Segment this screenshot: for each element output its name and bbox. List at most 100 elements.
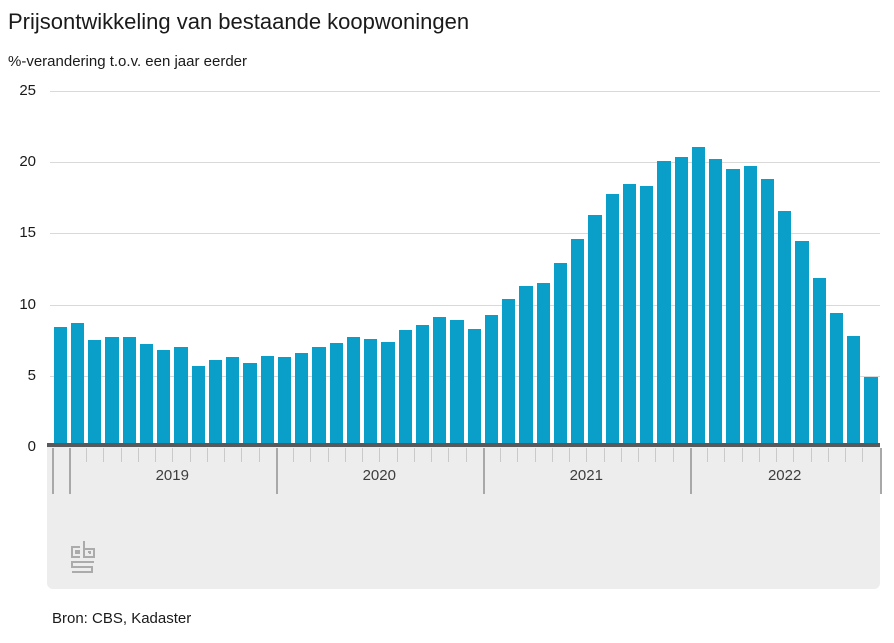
month-tick <box>586 448 588 462</box>
bar-okt-2019 <box>226 357 240 447</box>
bar-nov-2022 <box>864 377 878 447</box>
month-tick <box>379 448 381 462</box>
month-tick <box>776 448 777 462</box>
bar-apr-2021 <box>536 283 550 447</box>
month-tick <box>241 448 243 462</box>
gridline-10 <box>50 304 880 306</box>
bar-apr-2019 <box>122 337 136 447</box>
year-label-2022: 2022 <box>767 467 802 484</box>
month-tick <box>724 448 726 462</box>
bar-mrt-2019 <box>105 337 119 447</box>
month-tick <box>155 448 156 462</box>
bar-dec-2019 <box>260 355 274 447</box>
bar-jan-2020 <box>277 357 292 447</box>
month-tick <box>500 448 501 462</box>
month-tick <box>707 448 708 462</box>
bar-jan-2019 <box>70 323 85 447</box>
year-tick <box>482 448 485 494</box>
y-axis-label-25: 25 <box>19 82 36 99</box>
month-tick <box>638 448 639 462</box>
bar-feb-2020 <box>295 353 309 447</box>
bar-mrt-2020 <box>312 347 326 447</box>
bar-mei-2019 <box>139 344 154 447</box>
bar-mei-2021 <box>553 263 568 447</box>
month-tick <box>293 448 294 462</box>
month-tick <box>603 448 605 462</box>
month-tick <box>224 448 225 462</box>
bar-jul-2021 <box>588 214 602 447</box>
gridline-5 <box>50 375 880 377</box>
month-tick <box>517 448 519 462</box>
gridline-20 <box>50 162 880 164</box>
month-tick <box>120 448 122 462</box>
month-tick <box>810 448 812 462</box>
month-tick <box>862 448 864 462</box>
year-tick <box>51 448 54 494</box>
year-tick <box>879 448 882 494</box>
chart-title: Prijsontwikkeling van bestaande koopwoni… <box>8 9 470 34</box>
month-tick <box>793 448 795 462</box>
year-label-2021: 2021 <box>569 467 603 484</box>
month-tick <box>655 448 657 462</box>
y-axis-label-5: 5 <box>27 366 36 384</box>
bar-okt-2020 <box>433 317 447 447</box>
month-tick <box>310 448 312 462</box>
month-tick <box>206 448 208 462</box>
month-tick <box>396 448 398 462</box>
cbs-logo-icon <box>71 541 95 573</box>
bar-apr-2020 <box>329 343 343 447</box>
month-tick <box>827 448 829 462</box>
month-tick <box>620 448 622 462</box>
y-axis-label-15: 15 <box>19 224 36 242</box>
month-tick <box>327 448 329 462</box>
year-tick <box>689 448 692 494</box>
month-tick <box>569 448 570 462</box>
bar-jan-2022 <box>691 146 706 447</box>
month-tick <box>344 448 346 462</box>
bar-mrt-2021 <box>519 286 533 447</box>
bar-jun-2020 <box>364 338 378 447</box>
bar-okt-2021 <box>640 186 654 447</box>
month-tick <box>413 448 415 462</box>
month-tick <box>534 448 536 462</box>
bar-sep-2022 <box>829 313 844 447</box>
bar-nov-2019 <box>243 362 257 447</box>
bar-aug-2021 <box>605 193 619 447</box>
bar-nov-2020 <box>450 320 464 447</box>
bar-jun-2022 <box>778 210 792 447</box>
month-tick <box>431 448 432 462</box>
month-tick <box>189 448 191 462</box>
year-label-2019: 2019 <box>155 467 189 484</box>
x-axis-band: 2019 2020 2021 2022 <box>47 447 882 589</box>
bar-sep-2021 <box>622 183 637 447</box>
bar-dec-2021 <box>674 156 688 447</box>
bar-series <box>50 91 880 447</box>
y-axis-label-10: 10 <box>19 295 36 313</box>
bar-nov-2021 <box>657 160 671 447</box>
bar-aug-2019 <box>191 365 205 447</box>
bar-sep-2020 <box>415 324 430 447</box>
month-tick <box>758 448 760 462</box>
y-axis-label-0: 0 <box>27 438 36 455</box>
bar-feb-2019 <box>88 340 102 447</box>
month-tick <box>845 448 846 462</box>
bar-sep-2019 <box>208 360 223 447</box>
bar-mrt-2022 <box>726 169 740 447</box>
month-tick <box>672 448 674 462</box>
bar-jul-2020 <box>381 341 395 447</box>
month-tick <box>448 448 450 462</box>
month-tick <box>741 448 743 462</box>
bar-dec-2018 <box>53 327 67 447</box>
bar-mei-2020 <box>346 337 361 447</box>
bar-okt-2022 <box>847 335 861 447</box>
x-axis-line <box>47 443 880 447</box>
chart-subtitle: %-verandering t.o.v. een jaar eerder <box>8 53 248 70</box>
year-label-2020: 2020 <box>362 467 396 484</box>
bar-feb-2021 <box>502 298 516 447</box>
year-tick <box>68 448 71 494</box>
bar-jun-2021 <box>571 239 585 447</box>
plot-area <box>50 91 880 447</box>
gridline-25 <box>50 91 880 92</box>
gridline-15 <box>50 233 880 235</box>
bar-jul-2022 <box>795 240 809 447</box>
